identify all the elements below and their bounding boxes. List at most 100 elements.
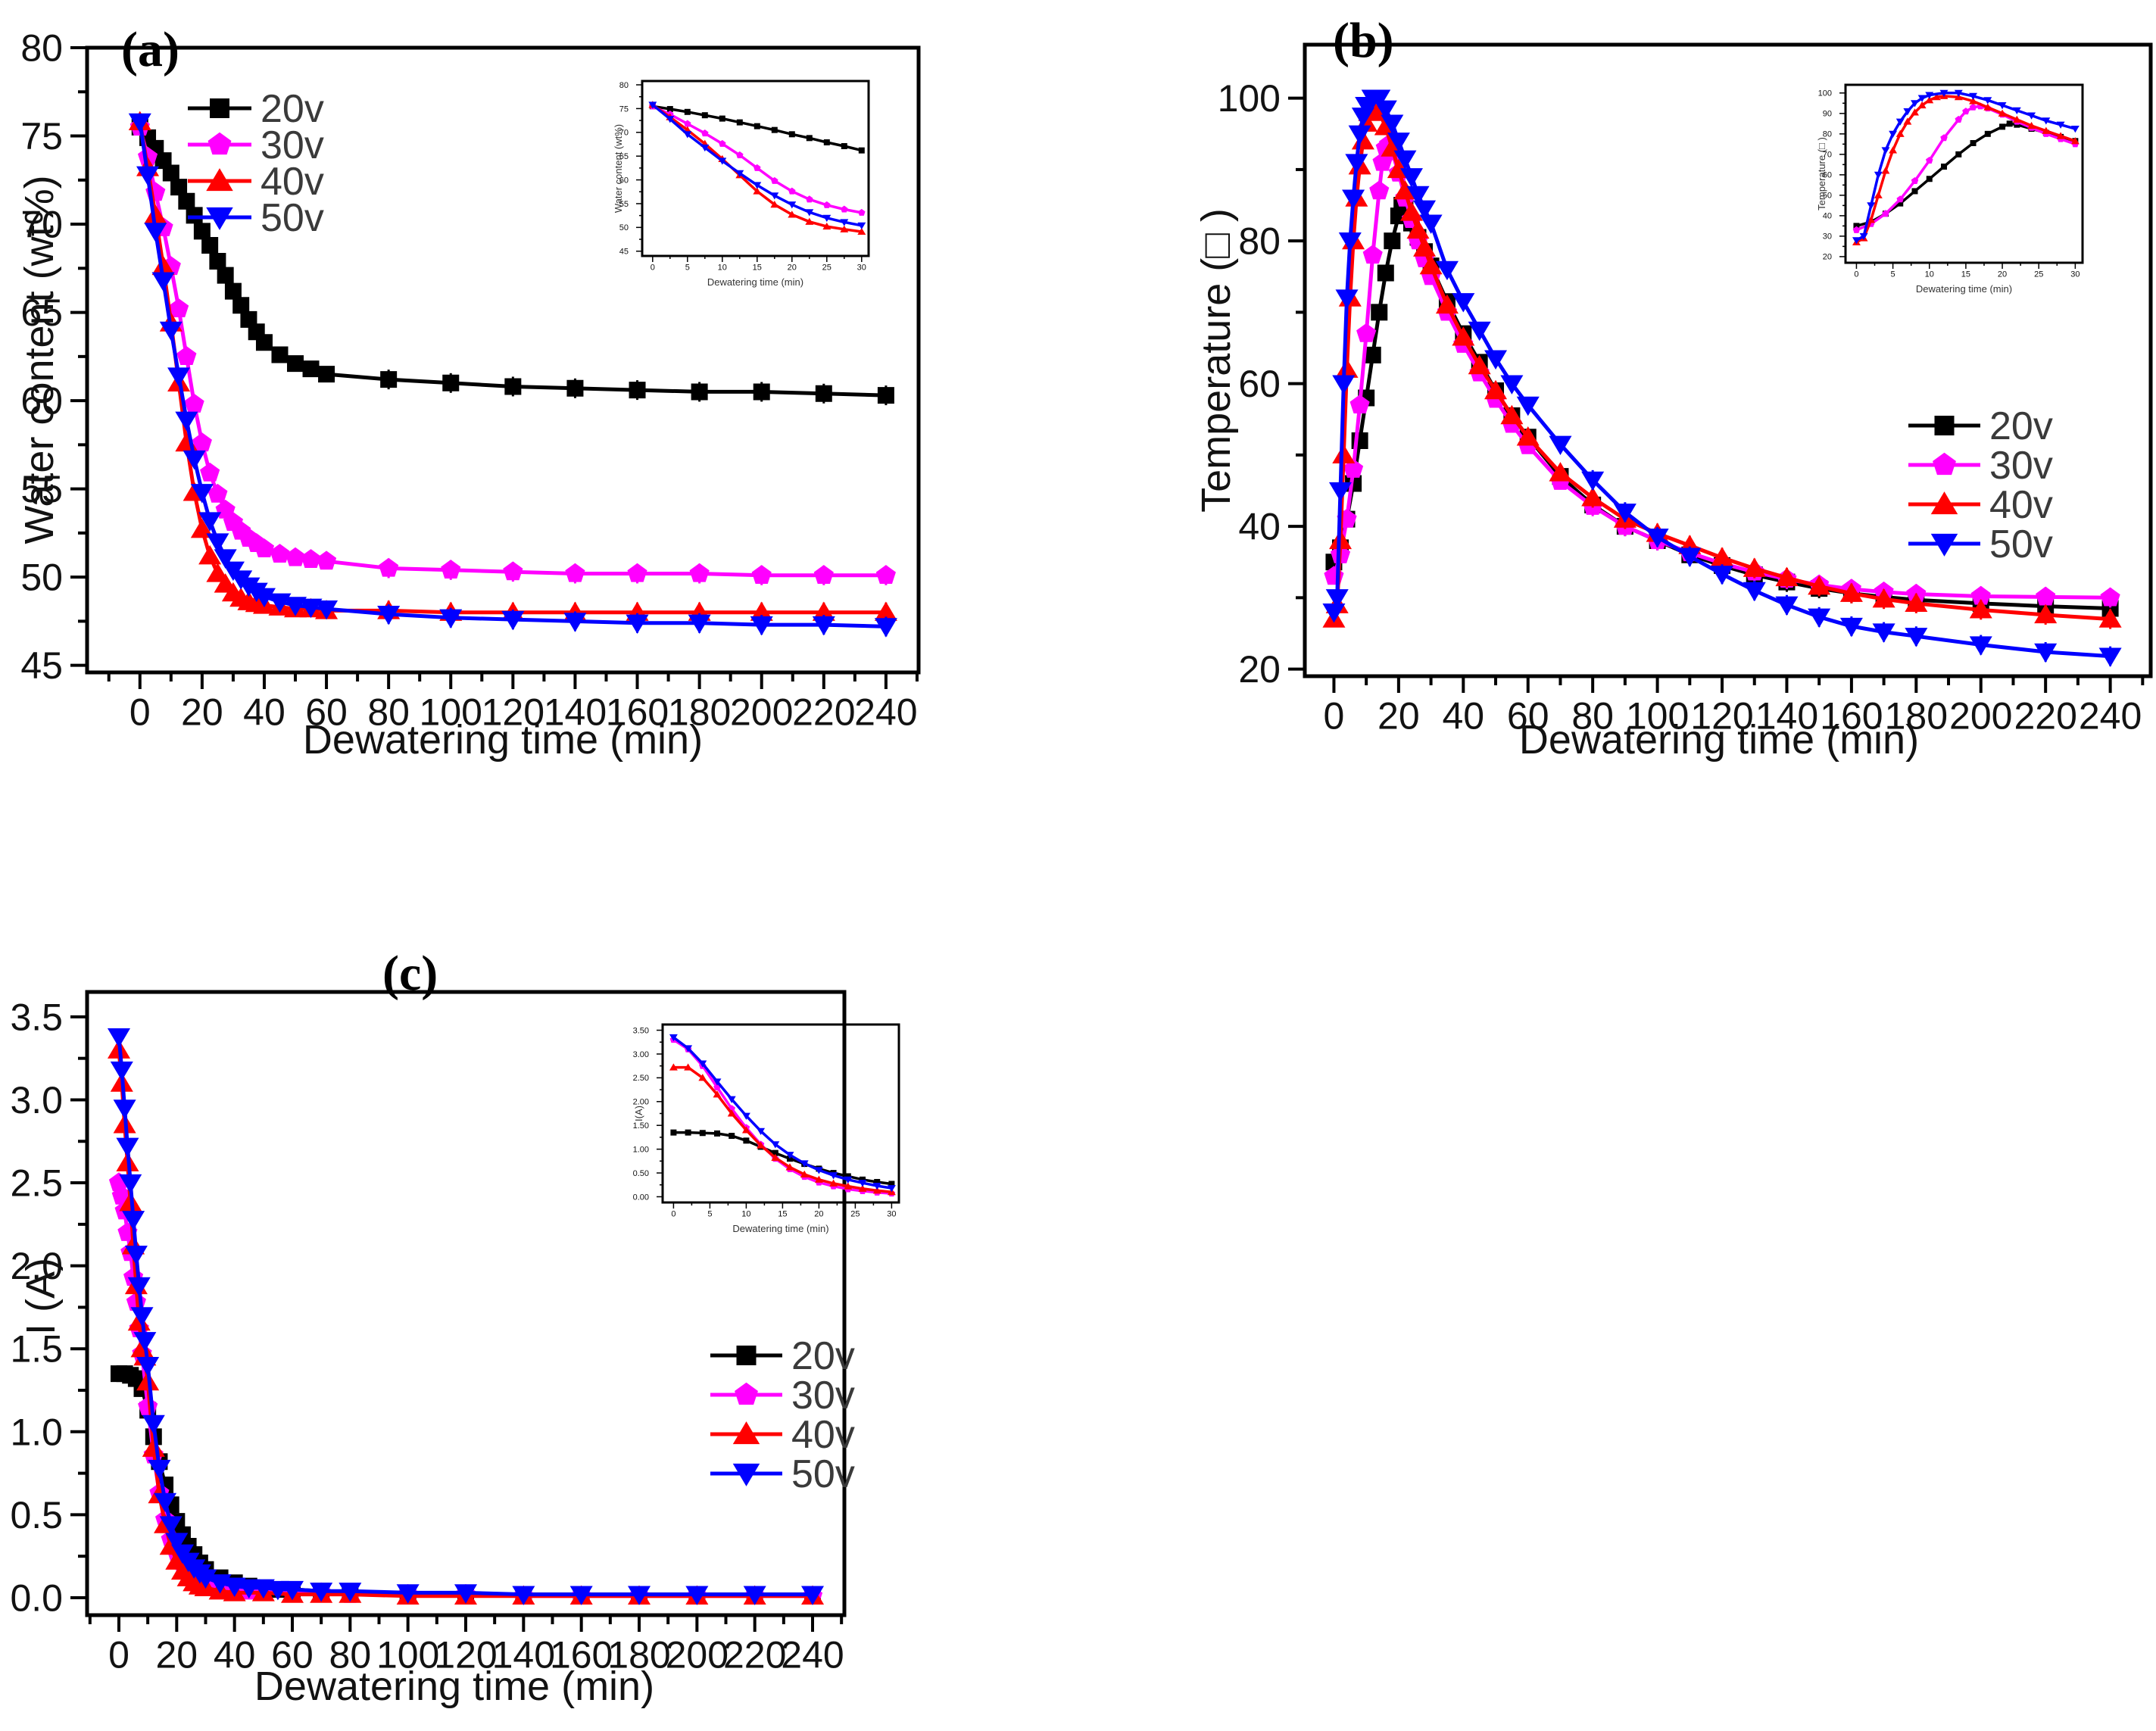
triangle-down-marker-icon: [2056, 121, 2065, 129]
triangle-up-marker-icon: [1905, 592, 1928, 613]
triangle-down-marker-icon: [1889, 130, 1898, 139]
pentagon-marker-icon: [1955, 115, 1963, 123]
triangle-down-marker-icon: [685, 1586, 709, 1605]
triangle-down-marker-icon: [1435, 260, 1459, 281]
series-line: [138, 126, 886, 398]
legend-label: 40v: [261, 160, 324, 204]
plot-frame: [85, 990, 847, 1617]
square-marker-icon: [699, 1130, 706, 1137]
y-tick-label: 2.5: [10, 1162, 63, 1205]
pentagon-marker-icon: [192, 432, 212, 452]
y-tick-label: 80: [1238, 220, 1281, 263]
triangle-down-marker-icon: [1332, 375, 1356, 395]
triangle-down-marker-icon: [1998, 101, 2007, 110]
triangle-down-marker-icon: [563, 613, 587, 632]
y-tick-label: 30: [1823, 232, 1832, 242]
triangle-down-marker-icon: [1743, 582, 1766, 602]
triangle-up-marker-icon: [1925, 96, 1934, 104]
pentagon-marker-icon: [379, 557, 399, 577]
triangle-down-marker-icon: [2098, 647, 2122, 667]
triangle-down-marker-icon: [190, 484, 214, 504]
y-tick-label: 1.0: [10, 1411, 63, 1453]
triangle-down-marker-icon: [698, 1060, 707, 1068]
square-marker-icon: [1371, 304, 1388, 321]
y-tick-label: 70: [1823, 151, 1832, 160]
square-marker-icon: [209, 252, 226, 270]
triangle-down-marker-icon: [683, 131, 692, 139]
x-tick-label: 40: [243, 691, 285, 734]
square-marker-icon: [380, 371, 398, 388]
y-tick-label: 70: [619, 129, 629, 138]
triangle-down-marker-icon: [1678, 547, 1702, 567]
triangle-down-marker-icon: [1969, 92, 1977, 101]
triangle-down-marker-icon: [1335, 289, 1359, 309]
square-marker-icon: [1999, 123, 2006, 130]
pentagon-marker-icon: [719, 139, 726, 147]
triangle-up-marker-icon: [805, 217, 814, 225]
triangle-down-marker-icon: [684, 1045, 693, 1053]
pentagon-marker-icon: [270, 544, 290, 563]
triangle-down-marker-icon: [1328, 482, 1353, 502]
y-tick-label: 60: [1823, 171, 1832, 180]
triangle-down-marker-icon: [1549, 435, 1572, 456]
triangle-up-marker-icon: [198, 544, 222, 565]
series-20v: [131, 118, 894, 406]
x-tick-label: 120: [482, 691, 544, 734]
pentagon-marker-icon: [301, 549, 321, 568]
legend-item-20v: 20v: [710, 1334, 855, 1378]
triangle-down-marker-icon: [844, 1176, 853, 1184]
square-marker-icon: [1941, 164, 1948, 170]
triangle-down-marker-icon: [110, 1061, 133, 1081]
triangle-down-marker-icon: [814, 1167, 823, 1174]
square-marker-icon: [1384, 232, 1401, 250]
series-line: [117, 1036, 813, 1597]
series-30v: [649, 102, 866, 216]
y-tick-label: 0.5: [10, 1494, 63, 1536]
legend-label: 30v: [1989, 444, 2053, 488]
square-marker-icon: [670, 1129, 677, 1136]
y-tick-label: 90: [1823, 110, 1832, 119]
y-tick-label: 80: [1823, 130, 1832, 139]
triangle-up-marker-icon: [732, 1421, 760, 1445]
triangle-down-marker-icon: [732, 1463, 760, 1486]
triangle-down-marker-icon: [741, 1112, 750, 1120]
triangle-down-marker-icon: [113, 1099, 136, 1119]
x-tick-label: 140: [492, 1634, 555, 1676]
x-tick-label: 0: [671, 1209, 676, 1218]
triangle-up-marker-icon: [1872, 588, 1895, 608]
triangle-down-marker-icon: [872, 1182, 881, 1190]
x-tick-label: 5: [707, 1209, 712, 1218]
triangle-down-marker-icon: [128, 113, 151, 133]
triangle-down-marker-icon: [1322, 604, 1346, 623]
square-marker-icon: [684, 108, 691, 115]
square-marker-icon: [806, 135, 813, 142]
square-marker-icon: [788, 131, 795, 138]
triangle-up-marker-icon: [190, 518, 214, 538]
pentagon-marker-icon: [169, 298, 189, 318]
panel-a-ylabel: Water content (wt%): [17, 175, 62, 544]
x-tick-label: 220: [2014, 695, 2076, 738]
series-40v: [1852, 92, 2080, 246]
x-tick-label: 25: [2034, 270, 2043, 279]
square-marker-icon: [271, 346, 289, 363]
triangle-down-marker-icon: [165, 1533, 189, 1552]
triangle-down-marker-icon: [2070, 126, 2080, 133]
x-tick-label: 240: [781, 1634, 844, 1676]
triangle-down-marker-icon: [175, 411, 198, 432]
triangle-down-marker-icon: [1338, 232, 1362, 252]
pentagon-marker-icon: [1970, 585, 1991, 605]
axes-b: 0 20 40 60 80 100 120 140 160 180 200 220 2402040608…: [1218, 42, 2153, 738]
pentagon-marker-icon: [1940, 134, 1948, 142]
x-tick-label: 25: [822, 263, 832, 272]
series-line: [673, 1131, 892, 1186]
triangle-down-marker-icon: [1895, 118, 1905, 126]
triangle-up-marker-icon: [1917, 101, 1927, 109]
panel-a: 0 20 40 60 80 1001201401601802002202404550556…: [20, 27, 921, 734]
legend-item-30v: 30v: [710, 1374, 855, 1418]
pentagon-marker-icon: [184, 394, 204, 413]
panel-c-inset: 0 5 10 15 20 25 30 0.00 0.50 1.00 1.50 2.00 2.50 3.00…: [633, 1023, 900, 1234]
triangle-up-marker-icon: [142, 1437, 165, 1457]
triangle-up-marker-icon: [1743, 557, 1766, 577]
